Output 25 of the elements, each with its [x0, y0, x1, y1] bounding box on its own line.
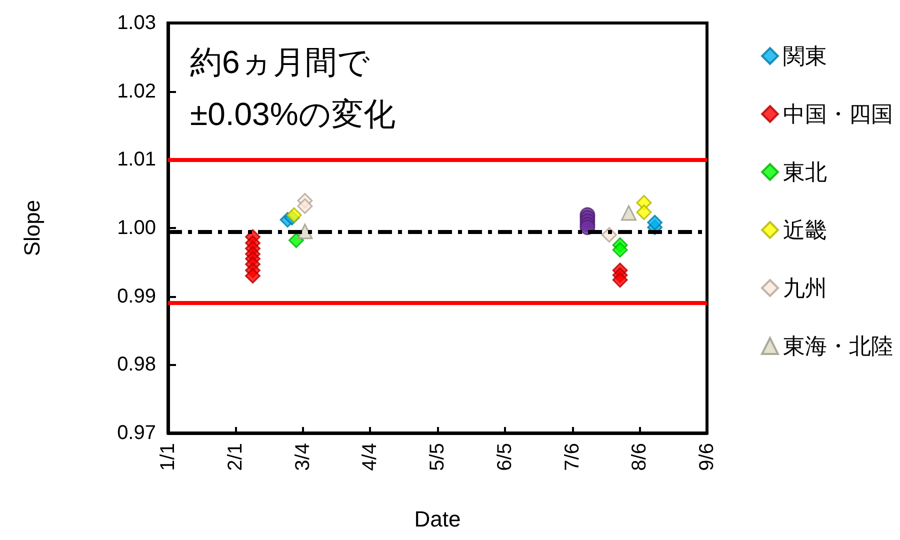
y-tick-label: 0.98 — [117, 354, 156, 376]
legend-label: 東海・北陸 — [783, 334, 893, 358]
x-tick-label: 8/6 — [628, 443, 651, 471]
legend-label: 近畿 — [783, 218, 827, 242]
y-tick-label: 1.01 — [117, 148, 156, 171]
x-tick-label: 1/1 — [157, 443, 179, 471]
y-tick-label: 1.00 — [117, 217, 156, 239]
x-tick-label: 3/4 — [292, 443, 314, 471]
x-tick-label: 9/6 — [696, 443, 718, 471]
y-tick-label: 1.03 — [117, 12, 156, 34]
x-tick-label: 6/5 — [494, 443, 516, 471]
y-tick-label: 0.97 — [117, 422, 156, 444]
x-tick-label: 5/5 — [426, 443, 448, 471]
legend-label: 東北 — [783, 160, 827, 184]
x-tick-label: 4/4 — [359, 443, 382, 471]
legend-label: 関東 — [783, 44, 827, 68]
x-axis-title: Date — [414, 506, 461, 532]
y-tick-label: 1.02 — [117, 80, 156, 102]
annotation: 約6ヵ月間で ±0.03%の変化 — [190, 44, 396, 132]
y-tick-label: 0.99 — [117, 285, 156, 308]
legend-label: 九州 — [783, 276, 827, 300]
legend-label: 中国・四国 — [783, 102, 893, 126]
x-tick-label: 7/6 — [561, 443, 584, 471]
y-axis-title: Slope — [20, 200, 44, 256]
x-tick-label: 2/1 — [224, 443, 246, 471]
